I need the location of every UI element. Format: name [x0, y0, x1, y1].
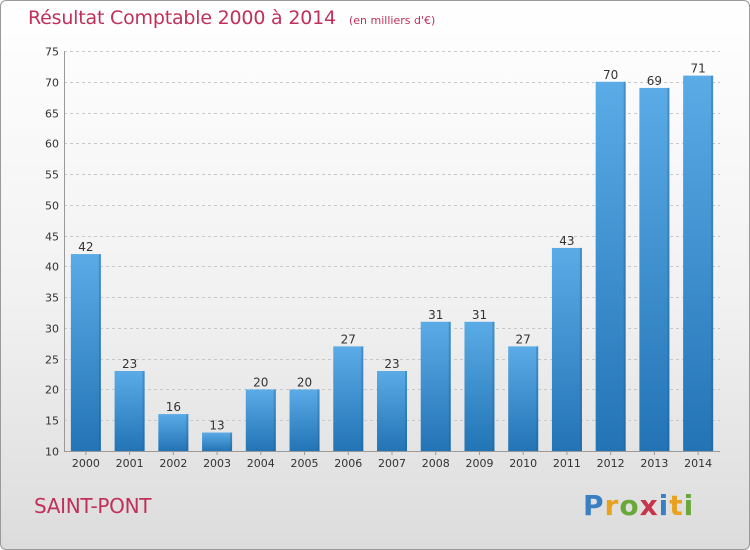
commune-name: SAINT-PONT — [34, 494, 152, 518]
bar-layer — [70, 75, 714, 452]
bar-edge — [230, 432, 233, 451]
bar — [508, 346, 539, 451]
bar — [551, 247, 582, 451]
bar-value-label: 69 — [647, 74, 662, 88]
bar-edge — [273, 389, 276, 451]
y-tick-label: 15 — [45, 415, 59, 428]
y-tick-label: 35 — [45, 292, 59, 305]
x-tick-label: 2004 — [247, 457, 275, 470]
bar-value-label: 20 — [253, 375, 268, 389]
bar — [158, 414, 189, 451]
y-tick-label: 60 — [45, 138, 59, 151]
logo-letter: x — [639, 489, 659, 522]
bar — [289, 389, 320, 451]
y-tick-label: 70 — [45, 77, 59, 90]
x-tick-label: 2000 — [72, 457, 100, 470]
x-tick-label: 2006 — [334, 457, 362, 470]
bar — [114, 371, 145, 451]
x-tick-label: 2008 — [422, 457, 450, 470]
bar — [377, 371, 407, 451]
bar — [683, 75, 714, 451]
y-tick-label: 10 — [45, 446, 59, 459]
bar-value-label: 27 — [516, 332, 531, 346]
bar-edge — [536, 346, 539, 451]
bar-value-label: 13 — [209, 419, 224, 433]
bar-edge — [711, 75, 714, 451]
bar-value-label: 20 — [297, 375, 312, 389]
chart-title: Résultat Comptable 2000 à 2014 — [28, 7, 336, 29]
bar-edge — [448, 321, 451, 451]
logo-letter: i — [683, 489, 695, 522]
bar-value-label: 31 — [428, 308, 443, 322]
axis-layer: 10 15 20 25 30 35 40 45 50 55 60 65 70 75 42 2000 23 2001… — [45, 46, 720, 470]
x-tick-label: 2009 — [465, 457, 493, 470]
x-tick-label: 2007 — [378, 457, 406, 470]
bar-edge — [142, 371, 145, 451]
bar-edge — [317, 389, 320, 451]
y-tick-label: 30 — [45, 323, 59, 336]
y-tick-label: 75 — [45, 46, 59, 59]
y-tick-label: 20 — [45, 384, 59, 397]
bar-edge — [492, 321, 495, 451]
y-tick-label: 25 — [45, 354, 59, 367]
bar-value-label: 43 — [559, 234, 574, 248]
bar-value-label: 71 — [690, 62, 705, 76]
chart-subtitle: (en milliers d'€) — [348, 14, 436, 27]
bar-edge — [667, 87, 670, 451]
bar — [202, 432, 233, 451]
bar-edge — [623, 81, 626, 452]
logo-letter: P — [583, 489, 605, 522]
bar-value-label: 42 — [78, 240, 93, 254]
logo-letter: r — [604, 489, 620, 522]
logo-letter: o — [619, 489, 640, 522]
title-row: Résultat Comptable 2000 à 2014 (en milli… — [28, 7, 435, 29]
y-tick-label: 55 — [45, 169, 59, 182]
logo-letter: t — [669, 489, 684, 522]
y-tick-label: 65 — [45, 108, 59, 121]
x-tick-label: 2012 — [597, 457, 625, 470]
y-tick-label: 45 — [45, 231, 59, 244]
bar — [464, 321, 495, 451]
bar-value-label: 27 — [341, 332, 356, 346]
proxiti-logo[interactable]: Proxiti — [583, 489, 694, 522]
bar-edge — [361, 346, 364, 451]
bar-value-label: 16 — [166, 400, 181, 414]
x-tick-label: 2003 — [203, 457, 231, 470]
logo-letter: i — [658, 489, 670, 522]
x-tick-label: 2011 — [553, 457, 581, 470]
bar-value-label: 23 — [122, 357, 137, 371]
bar — [70, 254, 101, 451]
x-tick-label: 2013 — [640, 457, 668, 470]
bar-edge — [405, 371, 407, 451]
x-tick-label: 2014 — [684, 457, 712, 470]
bar — [420, 321, 451, 451]
x-tick-label: 2010 — [509, 457, 537, 470]
bar-value-label: 31 — [472, 308, 487, 322]
bar — [595, 81, 626, 452]
bar-edge — [186, 414, 189, 451]
bar — [639, 87, 670, 451]
bar — [245, 389, 276, 451]
bar-edge — [98, 254, 101, 451]
bar-value-label: 23 — [384, 357, 399, 371]
y-tick-label: 40 — [45, 261, 59, 274]
bar — [333, 346, 364, 451]
bar-edge — [579, 247, 582, 451]
x-tick-label: 2005 — [291, 457, 319, 470]
x-tick-label: 2001 — [116, 457, 144, 470]
y-tick-label: 50 — [45, 200, 59, 213]
bar-value-label: 70 — [603, 68, 618, 82]
x-tick-label: 2002 — [159, 457, 187, 470]
